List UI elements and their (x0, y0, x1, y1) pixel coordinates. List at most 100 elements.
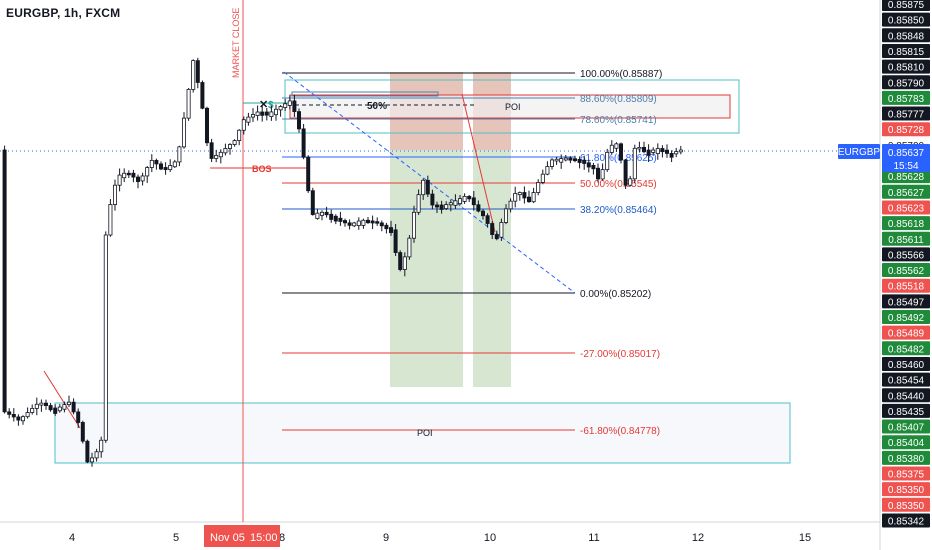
candle-body (283, 103, 288, 108)
candle (444, 201, 449, 211)
x-highlight-time: 15:00 (250, 532, 278, 544)
y-tick-badge (882, 122, 930, 137)
candle (393, 224, 398, 257)
y-tick-badge (882, 247, 930, 262)
fib-level-label: 50.00%(0.85545) (580, 179, 657, 190)
candle (554, 156, 559, 165)
candle (563, 154, 568, 162)
candle (283, 98, 288, 111)
fib-level-label: -27.00%(0.85017) (580, 349, 660, 360)
y-tick-badge (882, 169, 930, 184)
candle (260, 105, 265, 122)
y-tick-label: 0.85777 (888, 110, 925, 121)
half-label: 50% (367, 101, 387, 112)
candle-body (678, 149, 683, 153)
candle-body (53, 407, 58, 414)
candle-body (361, 219, 366, 226)
candle (338, 211, 343, 226)
candle-body (135, 176, 140, 182)
candle-body (573, 158, 578, 162)
candle-body (227, 144, 232, 149)
poi-label-top: POI (505, 102, 521, 112)
fib-level-label: -61.80%(0.84778) (580, 426, 660, 437)
candle (214, 149, 219, 163)
candle (545, 161, 550, 176)
candle (53, 404, 58, 416)
candle-body (536, 182, 541, 193)
x-highlight-date: Nov 05 (210, 532, 245, 544)
y-tick-badge (882, 231, 930, 246)
y-tick-label: 0.85460 (888, 360, 925, 371)
current-price-badge (882, 144, 930, 172)
y-tick-label: 0.85850 (888, 16, 925, 27)
y-tick-badge (882, 513, 930, 528)
candle (108, 199, 113, 237)
candle-body (651, 149, 656, 153)
candle (48, 402, 53, 412)
y-tick-badge (882, 294, 930, 309)
candle (319, 210, 324, 221)
x-tick-label: 9 (383, 532, 389, 544)
candle-body (596, 167, 601, 180)
candle-body (172, 161, 177, 168)
candle (480, 209, 485, 220)
candle (324, 206, 329, 218)
y-tick-badge (882, 43, 930, 58)
candle (62, 401, 67, 413)
candle (218, 149, 223, 164)
candle (651, 147, 656, 156)
candle (476, 200, 481, 213)
x-tick-label: 15 (799, 532, 811, 544)
candle (503, 204, 508, 225)
y-tick-label: 0.85489 (888, 329, 925, 340)
candle (619, 142, 624, 164)
candle-body (402, 256, 407, 270)
poi-box-bottom (54, 402, 791, 464)
candle (25, 407, 30, 419)
candle-body (324, 211, 329, 216)
x-tick-label: 12 (692, 532, 704, 544)
candles (2, 57, 683, 467)
candle-body (269, 111, 274, 117)
candle-body (421, 179, 426, 196)
candle-body (563, 157, 568, 161)
candle (273, 104, 278, 121)
y-tick-label: 0.85566 (888, 250, 925, 261)
candle-body (628, 178, 633, 186)
candle-body (559, 158, 564, 163)
y-tick-badge (882, 450, 930, 465)
candle (90, 452, 95, 467)
candle-body (430, 193, 435, 206)
y-tick-badge (882, 75, 930, 90)
candle-body (632, 147, 637, 180)
candle-body (333, 215, 338, 222)
candle (577, 156, 582, 169)
candle (462, 193, 467, 204)
y-tick-badge (882, 419, 930, 434)
candle-body (586, 162, 591, 168)
candle (287, 95, 292, 110)
candle-body (209, 142, 214, 159)
candle (365, 216, 370, 224)
y-tick-label: 0.85350 (888, 485, 925, 496)
candle (149, 154, 154, 173)
y-tick-label: 0.85628 (888, 172, 925, 183)
y-tick-badge (882, 403, 930, 418)
candle-body (329, 213, 334, 220)
y-tick-label: 0.85350 (888, 501, 925, 512)
candle (39, 399, 44, 412)
y-tick-label: 0.85562 (888, 266, 925, 277)
candle (191, 59, 196, 93)
candle (232, 139, 237, 147)
candle (471, 190, 476, 211)
candle-body (577, 158, 582, 163)
candle (402, 252, 407, 277)
candle-body (370, 220, 375, 224)
y-tick-badge (882, 482, 930, 497)
y-tick-label: 0.85497 (888, 297, 925, 308)
candle (329, 209, 334, 223)
y-tick-badge (882, 0, 930, 11)
candle-body (255, 111, 260, 116)
candle-body (614, 143, 619, 149)
